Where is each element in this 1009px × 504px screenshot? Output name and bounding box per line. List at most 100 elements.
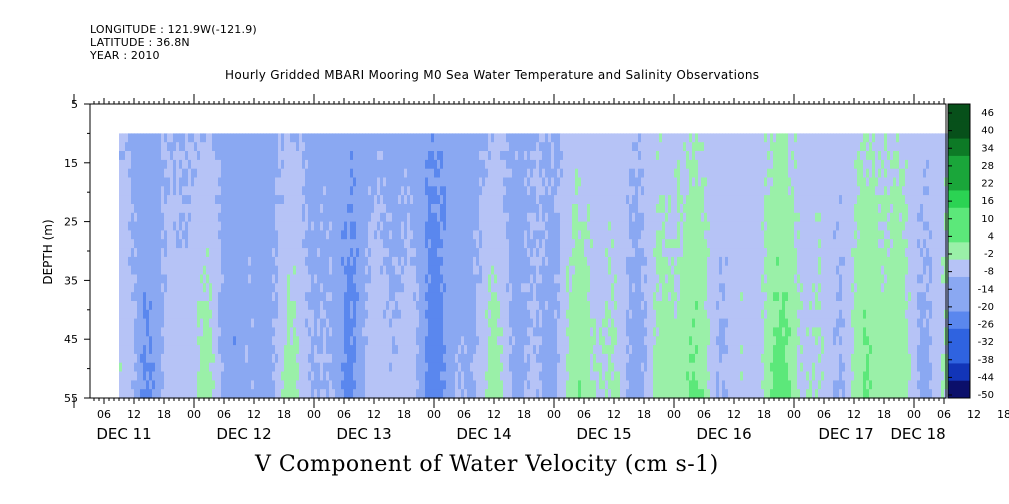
heatmap-cell — [614, 195, 618, 205]
heatmap-cell — [443, 345, 447, 355]
heatmap-cell — [320, 230, 324, 240]
heatmap-cell — [599, 327, 603, 337]
heatmap-cell — [434, 256, 438, 267]
heatmap-cell — [488, 159, 492, 170]
heatmap-cell — [212, 371, 216, 381]
heatmap-cell — [167, 336, 171, 346]
heatmap-cell — [170, 345, 174, 355]
heatmap-cell — [164, 362, 168, 373]
heatmap-cell — [152, 256, 156, 267]
heatmap-cell — [542, 212, 546, 223]
heatmap-cell — [269, 221, 273, 232]
heatmap-cell — [383, 230, 387, 240]
heatmap-cell — [209, 265, 213, 276]
heatmap-cell — [272, 151, 276, 161]
heatmap-cell — [272, 274, 276, 284]
heatmap-cell — [167, 353, 171, 364]
heatmap-cell — [182, 256, 186, 267]
heatmap-cell — [218, 345, 222, 355]
heatmap-cell — [440, 301, 444, 311]
heatmap-cell — [581, 248, 585, 258]
heatmap-cell — [332, 327, 336, 337]
heatmap-cell — [455, 239, 459, 249]
heatmap-cell — [452, 142, 456, 152]
heatmap-cell — [134, 195, 138, 205]
heatmap-cell — [401, 362, 405, 373]
heatmap-cell — [587, 212, 591, 223]
heatmap-cell — [170, 389, 174, 399]
heatmap-cell — [509, 301, 513, 311]
heatmap-cell — [449, 186, 453, 196]
heatmap-cell — [392, 142, 396, 152]
heatmap-cell — [554, 239, 558, 249]
heatmap-cell — [611, 248, 615, 258]
heatmap-cell — [290, 212, 294, 223]
heatmap-cell — [566, 159, 570, 170]
heatmap-cell — [341, 177, 345, 187]
heatmap-cell — [257, 389, 261, 399]
heatmap-cell — [245, 221, 249, 232]
heatmap-cell — [122, 336, 126, 346]
heatmap-cell — [275, 371, 279, 381]
heatmap-cell — [272, 133, 276, 143]
heatmap-cell — [578, 195, 582, 205]
heatmap-cell — [464, 239, 468, 249]
heatmap-cell — [200, 336, 204, 346]
heatmap-cell — [164, 151, 168, 161]
heatmap-cell — [119, 292, 123, 302]
heatmap-cell — [119, 133, 123, 143]
heatmap-cell — [593, 256, 597, 267]
heatmap-cell — [332, 292, 336, 302]
heatmap-cell — [530, 221, 534, 232]
heatmap-cell — [524, 159, 528, 170]
heatmap-cell — [539, 309, 543, 320]
heatmap-cell — [176, 204, 180, 214]
heatmap-cell — [386, 336, 390, 346]
heatmap-cell — [470, 292, 474, 302]
heatmap-cell — [344, 177, 348, 187]
heatmap-cell — [221, 380, 225, 390]
heatmap-cell — [176, 345, 180, 355]
heatmap-cell — [191, 142, 195, 152]
heatmap-cell — [536, 221, 540, 232]
heatmap-cell — [293, 221, 297, 232]
heatmap-cell — [494, 274, 498, 284]
heatmap-cell — [167, 301, 171, 311]
heatmap-cell — [296, 133, 300, 143]
heatmap-cell — [488, 283, 492, 293]
heatmap-cell — [128, 301, 132, 311]
heatmap-cell — [572, 265, 576, 276]
heatmap-cell — [131, 301, 135, 311]
heatmap-cell — [299, 274, 303, 284]
heatmap-cell — [401, 345, 405, 355]
heatmap-cell — [515, 204, 519, 214]
heatmap-cell — [542, 204, 546, 214]
heatmap-cell — [260, 353, 264, 364]
heatmap-cell — [236, 186, 240, 196]
heatmap-cell — [578, 380, 582, 390]
heatmap-cell — [407, 301, 411, 311]
heatmap-cell — [191, 248, 195, 258]
heatmap-cell — [260, 186, 264, 196]
heatmap-cell — [320, 362, 324, 373]
heatmap-cell — [365, 133, 369, 143]
heatmap-cell — [542, 256, 546, 267]
heatmap-cell — [596, 239, 600, 249]
heatmap-cell — [302, 380, 306, 390]
heatmap-cell — [134, 345, 138, 355]
heatmap-cell — [401, 256, 405, 267]
heatmap-cell — [419, 301, 423, 311]
heatmap-cell — [173, 186, 177, 196]
heatmap-cell — [488, 133, 492, 143]
heatmap-cell — [503, 204, 507, 214]
heatmap-cell — [383, 274, 387, 284]
heatmap-cell — [260, 177, 264, 187]
heatmap-cell — [476, 239, 480, 249]
heatmap-cell — [170, 159, 174, 170]
heatmap-cell — [245, 186, 249, 196]
chart-title: Hourly Gridded MBARI Mooring M0 Sea Wate… — [225, 68, 760, 82]
heatmap-cell — [140, 239, 144, 249]
heatmap-cell — [581, 301, 585, 311]
heatmap-cell — [593, 309, 597, 320]
heatmap-cell — [383, 151, 387, 161]
